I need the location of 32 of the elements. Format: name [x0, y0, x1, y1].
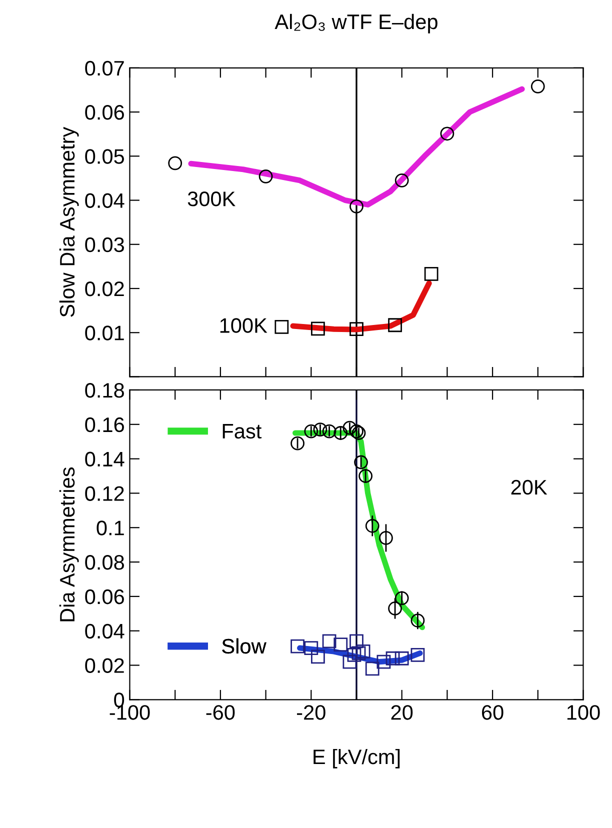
y-tick-label: 0.06 — [85, 105, 124, 120]
x-tick-label: -60 — [206, 705, 235, 720]
y-tick-label: 0.08 — [85, 555, 124, 570]
y-axis-title: Slow Dia Asymmetry — [59, 126, 79, 317]
y-tick-label: 0.12 — [85, 486, 124, 501]
y-tick-label: 0.02 — [85, 658, 124, 674]
y-tick-label: 0.02 — [85, 282, 124, 296]
x-tick-label: 100 — [567, 705, 600, 720]
legend-label: Fast — [222, 424, 262, 439]
y-tick-label: 0.01 — [85, 326, 124, 340]
x-axis-title: E [kV/cm] — [314, 748, 400, 768]
legend-label: Slow — [222, 638, 266, 654]
y-tick-label: 0.06 — [85, 589, 124, 604]
y-tick-label: 0.03 — [85, 237, 124, 252]
x-tick-label: -20 — [297, 705, 326, 720]
y-tick-label: 0.1 — [96, 520, 124, 536]
y-tick-label: 0.18 — [85, 382, 124, 398]
annotation: 100K — [220, 318, 268, 333]
annotation: 300K — [188, 192, 236, 206]
y-tick-label: 0 — [114, 692, 124, 708]
y-tick-label: 0.14 — [85, 452, 124, 467]
x-tick-label: 20 — [391, 705, 413, 720]
y-tick-label: 0.04 — [85, 193, 124, 208]
y-tick-label: 0.05 — [85, 149, 124, 164]
chart-title: Al₂O₃ wTF E–dep — [274, 14, 438, 34]
x-tick-label: -100 — [110, 705, 150, 720]
y-tick-label: 0.07 — [85, 60, 124, 76]
y-axis-title: Dia Asymmetries — [59, 467, 79, 622]
y-tick-label: 0.04 — [85, 624, 124, 639]
x-tick-label: 60 — [482, 705, 504, 720]
annotation: 20K — [511, 480, 548, 495]
y-tick-label: 0.16 — [85, 417, 124, 432]
